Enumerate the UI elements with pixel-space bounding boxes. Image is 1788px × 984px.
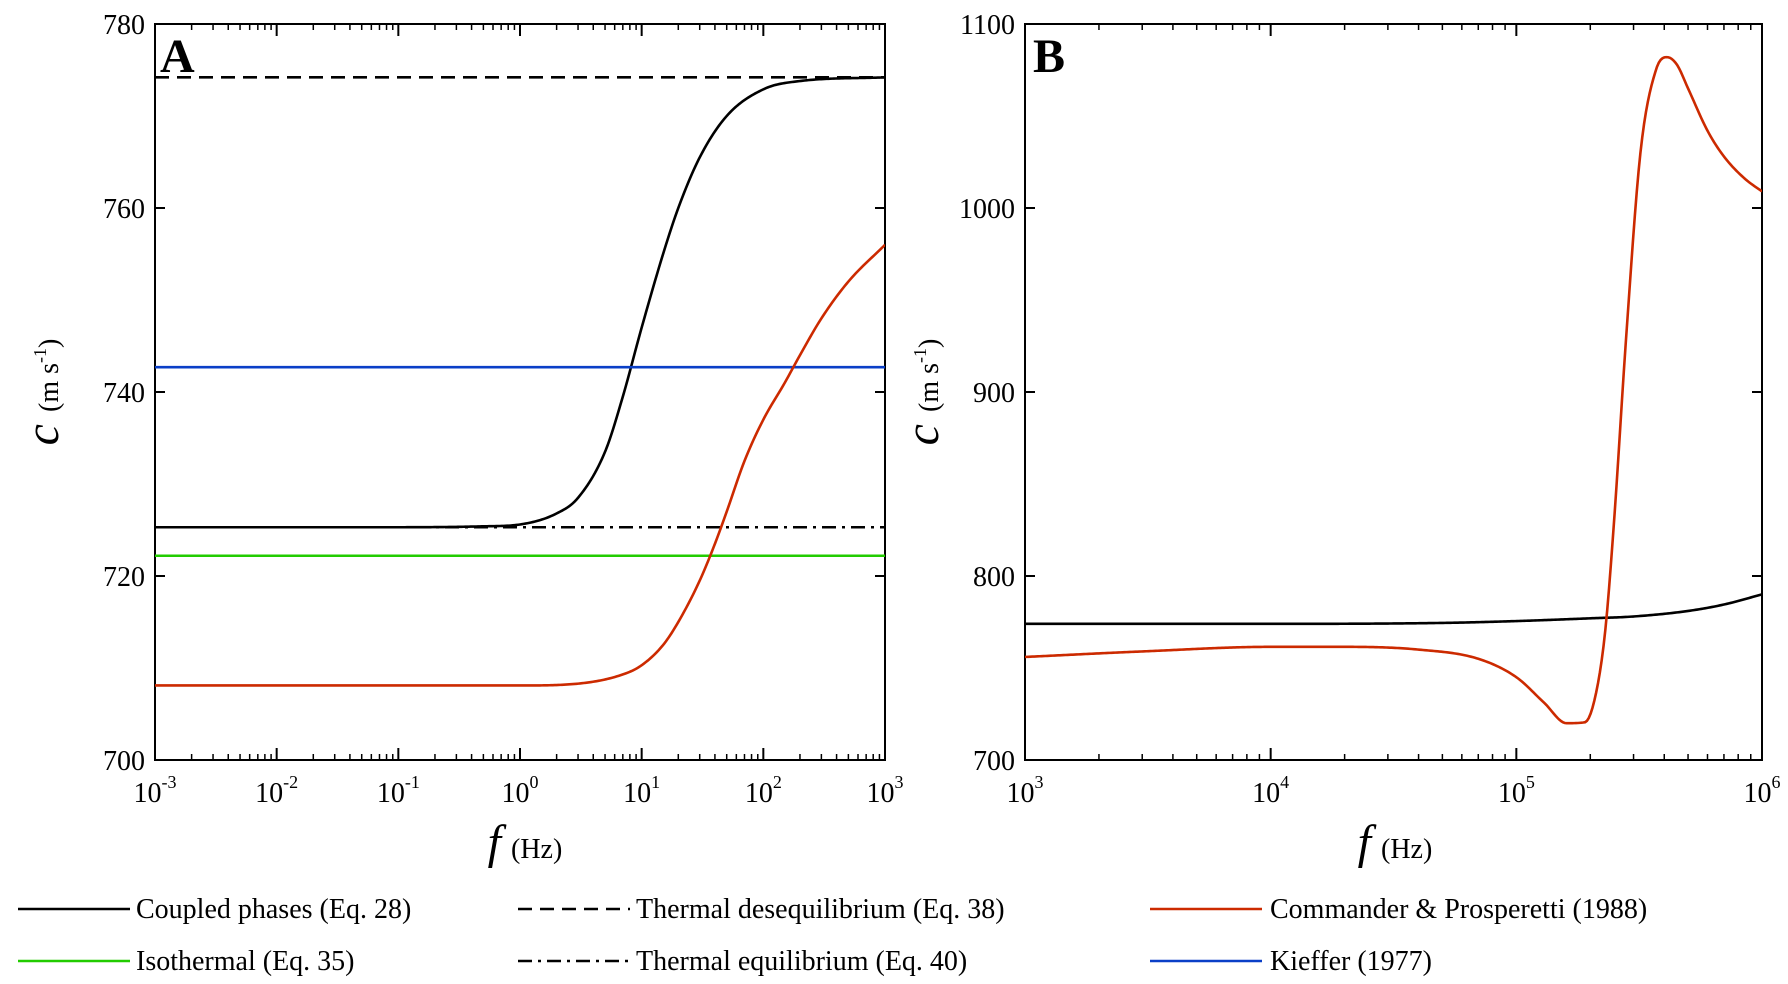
x-tick-label: 101 bbox=[623, 772, 660, 809]
panel-b-ylabel-unit: (m s bbox=[914, 363, 945, 412]
panel-a-x-ticks: 10-3 10-2 10-1 100 101 102 103 bbox=[134, 24, 904, 809]
panel-b-ylabel-unit-sup: -1 bbox=[910, 348, 930, 363]
panel-b-plot-frame bbox=[1024, 23, 1763, 761]
y-tick-label: 720 bbox=[103, 562, 145, 593]
panel-b-y-ticks: 700 800 900 1000 1100 bbox=[959, 10, 1762, 777]
panel-b-xlabel-symbol: f bbox=[1358, 816, 1377, 869]
y-tick-label: 760 bbox=[103, 194, 145, 225]
legend-label: Thermal equilibrium (Eq. 40) bbox=[636, 946, 967, 977]
panel-b-x-ticks: 103 104 105 106 bbox=[1007, 24, 1781, 809]
panel-b-letter: B bbox=[1033, 30, 1065, 83]
panel-a-letter: A bbox=[160, 30, 195, 83]
x-tick-label: 10-3 bbox=[134, 772, 177, 809]
panel-a-xlabel: f (Hz) bbox=[488, 816, 563, 869]
y-tick-label: 780 bbox=[103, 10, 145, 41]
x-tick-label: 104 bbox=[1252, 772, 1289, 809]
series-line-commander-prosperetti-1988 bbox=[155, 243, 885, 687]
panel-a-y-ticks: 700 720 740 760 780 bbox=[103, 10, 885, 777]
panel-a-plot-frame bbox=[154, 23, 886, 761]
y-tick-label: 1000 bbox=[959, 194, 1015, 225]
panel-b-ylabel: c (m s-1) bbox=[896, 339, 949, 446]
y-tick-label: 740 bbox=[103, 378, 145, 409]
panel-b-ylabel-symbol: c bbox=[896, 424, 949, 445]
x-tick-label: 105 bbox=[1498, 772, 1535, 809]
panel-b: 700 800 900 1000 1100 103 104 105 106 B c (m s-… bbox=[896, 10, 1781, 869]
panel-b-xlabel: f (Hz) bbox=[1358, 816, 1433, 869]
y-tick-label: 700 bbox=[103, 746, 145, 777]
x-tick-label: 100 bbox=[502, 772, 539, 809]
legend-label: Isothermal (Eq. 35) bbox=[136, 946, 355, 977]
y-tick-label: 1100 bbox=[960, 10, 1015, 41]
y-tick-label: 700 bbox=[973, 746, 1015, 777]
legend: Coupled phases (Eq. 28) Thermal desequili… bbox=[18, 894, 1647, 977]
panel-a-series bbox=[155, 76, 885, 687]
x-tick-label: 102 bbox=[745, 772, 782, 809]
series-line-coupled-phases-eq-28 bbox=[1025, 593, 1762, 626]
x-tick-label: 103 bbox=[1007, 772, 1044, 809]
panel-a: 700 720 740 760 780 10-3 10-2 10-1 100 101 102 103… bbox=[16, 10, 904, 869]
legend-label: Thermal desequilibrium (Eq. 38) bbox=[636, 894, 1005, 925]
panel-b-ylabel-unit-close: ) bbox=[914, 339, 945, 348]
legend-label: Coupled phases (Eq. 28) bbox=[136, 894, 411, 925]
x-tick-label: 10-2 bbox=[255, 772, 298, 809]
series-line-commander-prosperetti-1988 bbox=[1025, 55, 1762, 725]
y-tick-label: 800 bbox=[973, 562, 1015, 593]
x-tick-label: 106 bbox=[1744, 772, 1781, 809]
x-tick-label: 103 bbox=[867, 772, 904, 809]
x-tick-label: 10-1 bbox=[377, 772, 420, 809]
panel-a-xlabel-symbol: f bbox=[488, 816, 507, 869]
legend-label: Commander & Prosperetti (1988) bbox=[1270, 894, 1647, 925]
panel-a-ylabel-unit-close: ) bbox=[34, 339, 65, 348]
panel-a-ylabel-unit-sup: -1 bbox=[30, 348, 50, 363]
y-tick-label: 900 bbox=[973, 378, 1015, 409]
panel-a-ylabel: c (m s-1) bbox=[16, 339, 69, 446]
panel-a-ylabel-unit: (m s bbox=[34, 363, 65, 412]
panel-a-xlabel-unit: (Hz) bbox=[511, 834, 562, 865]
panel-b-series bbox=[1025, 55, 1762, 725]
panel-a-ylabel-symbol: c bbox=[16, 424, 69, 445]
panel-b-xlabel-unit: (Hz) bbox=[1381, 834, 1432, 865]
legend-label: Kieffer (1977) bbox=[1270, 946, 1432, 977]
